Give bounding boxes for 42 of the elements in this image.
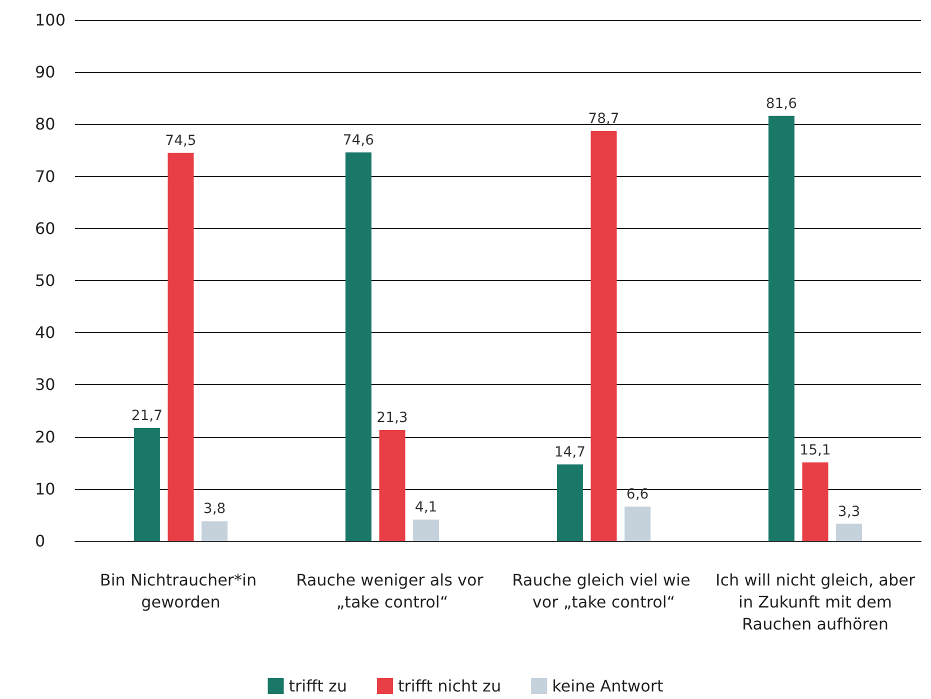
bar [413,520,440,541]
legend-label: trifft nicht zu [398,676,502,696]
x-tick-label: Ich will nicht gleich, aber in Zukunft mit dem Rauchen aufhören [715,570,916,634]
bar [168,152,194,541]
y-tick-label: 70 [35,166,56,186]
bar [836,524,862,541]
data-label: 74,6 [342,132,374,148]
data-label: 3,3 [838,504,860,520]
x-tick-label: Rauche gleich viel wie vor „take control“ [512,570,696,612]
bar [556,464,583,541]
y-tick-label: 40 [35,323,56,342]
y-tick-label: 90 [35,62,56,82]
y-tick-label: 20 [35,427,56,446]
data-label: 81,6 [766,96,798,112]
y-tick-label: 0 [35,532,46,550]
y-tick-label: 30 [35,375,56,394]
y-tick-label: 80 [35,114,56,134]
data-label: 74,5 [165,132,196,149]
bar [134,428,160,541]
bar [345,152,372,541]
data-label: 21,7 [131,408,163,424]
y-tick-label: 100 [35,10,66,30]
data-label: 4,1 [414,500,438,516]
data-label: 14,7 [554,444,586,460]
legend-label: keine Antwort [552,676,664,696]
data-label: 78,7 [588,110,620,127]
data-label: 3,8 [203,501,226,518]
x-tick-label: Bin Nichtraucher*in geworden [100,570,262,612]
data-label: 21,3 [376,410,408,426]
y-tick-label: 10 [35,479,56,498]
bar [802,462,828,541]
x-tick-label: Rauche weniger als vor „take control“ [296,570,488,612]
bar [202,521,228,541]
legend-label: trifft zu [288,676,347,696]
bar [768,116,794,541]
y-tick-label: 50 [35,271,56,290]
bar [590,130,617,541]
bar [624,506,651,541]
y-tick-label: 60 [35,218,56,238]
data-label: 15,1 [800,442,831,458]
bar [379,430,406,541]
data-label: 6,6 [626,486,649,503]
